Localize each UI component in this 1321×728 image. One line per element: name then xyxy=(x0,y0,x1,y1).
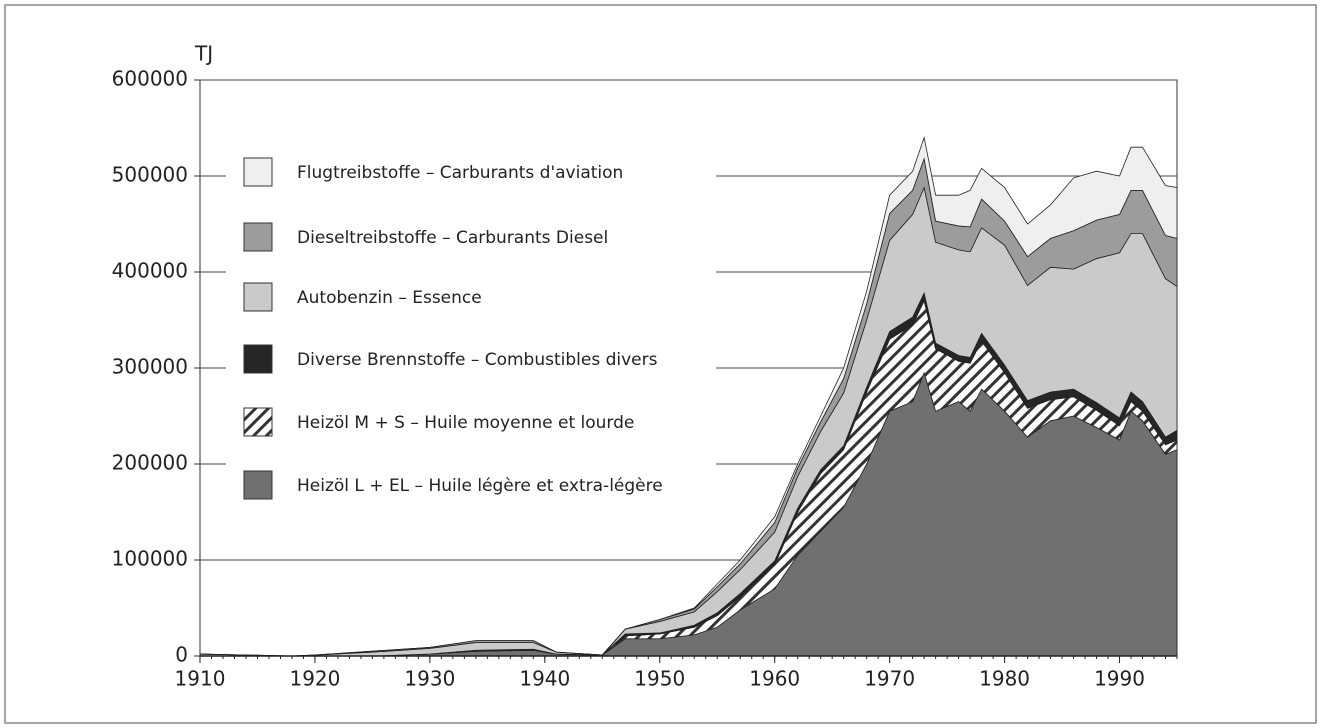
y-tick-label: 300000 xyxy=(112,355,188,379)
legend-label: Heizöl L + EL – Huile légère et extra-lé… xyxy=(297,476,663,496)
x-tick-label: 1980 xyxy=(979,667,1030,691)
x-tick-label: 1930 xyxy=(404,667,455,691)
y-tick-label: 600000 xyxy=(112,67,188,91)
x-tick-label: 1960 xyxy=(749,667,800,691)
x-tick-label: 1910 xyxy=(175,667,226,691)
legend-swatch xyxy=(243,282,273,312)
frame xyxy=(4,4,1317,724)
legend-swatch xyxy=(243,157,273,187)
y-tick-label: 200000 xyxy=(112,451,188,475)
x-tick-label: 1940 xyxy=(519,667,570,691)
y-tick-label: 500000 xyxy=(112,163,188,187)
x-tick-label: 1970 xyxy=(864,667,915,691)
legend-label: Flugtreibstoffe – Carburants d'aviation xyxy=(297,163,623,183)
area xyxy=(199,136,1178,657)
legend-label: Diverse Brennstoffe – Combustibles diver… xyxy=(297,350,658,370)
x-tick-label: 1920 xyxy=(289,667,340,691)
legend-bg xyxy=(226,142,716,512)
x-tick-label: 1990 xyxy=(1094,667,1145,691)
legend-swatch xyxy=(243,222,273,252)
y-tick-label: 400000 xyxy=(112,259,188,283)
legend-swatch xyxy=(243,470,273,500)
legend-label: Dieseltreibstoffe – Carburants Diesel xyxy=(297,228,608,248)
legend-swatch xyxy=(243,407,273,437)
legend-swatch xyxy=(243,344,273,374)
y-tick-label: 0 xyxy=(175,643,188,667)
legend-label: Heizöl M + S – Huile moyenne et lourde xyxy=(297,413,634,433)
y-axis-label: TJ xyxy=(194,42,213,66)
legend-label: Autobenzin – Essence xyxy=(297,288,482,308)
y-tick-label: 100000 xyxy=(112,547,188,571)
x-tick-label: 1950 xyxy=(634,667,685,691)
